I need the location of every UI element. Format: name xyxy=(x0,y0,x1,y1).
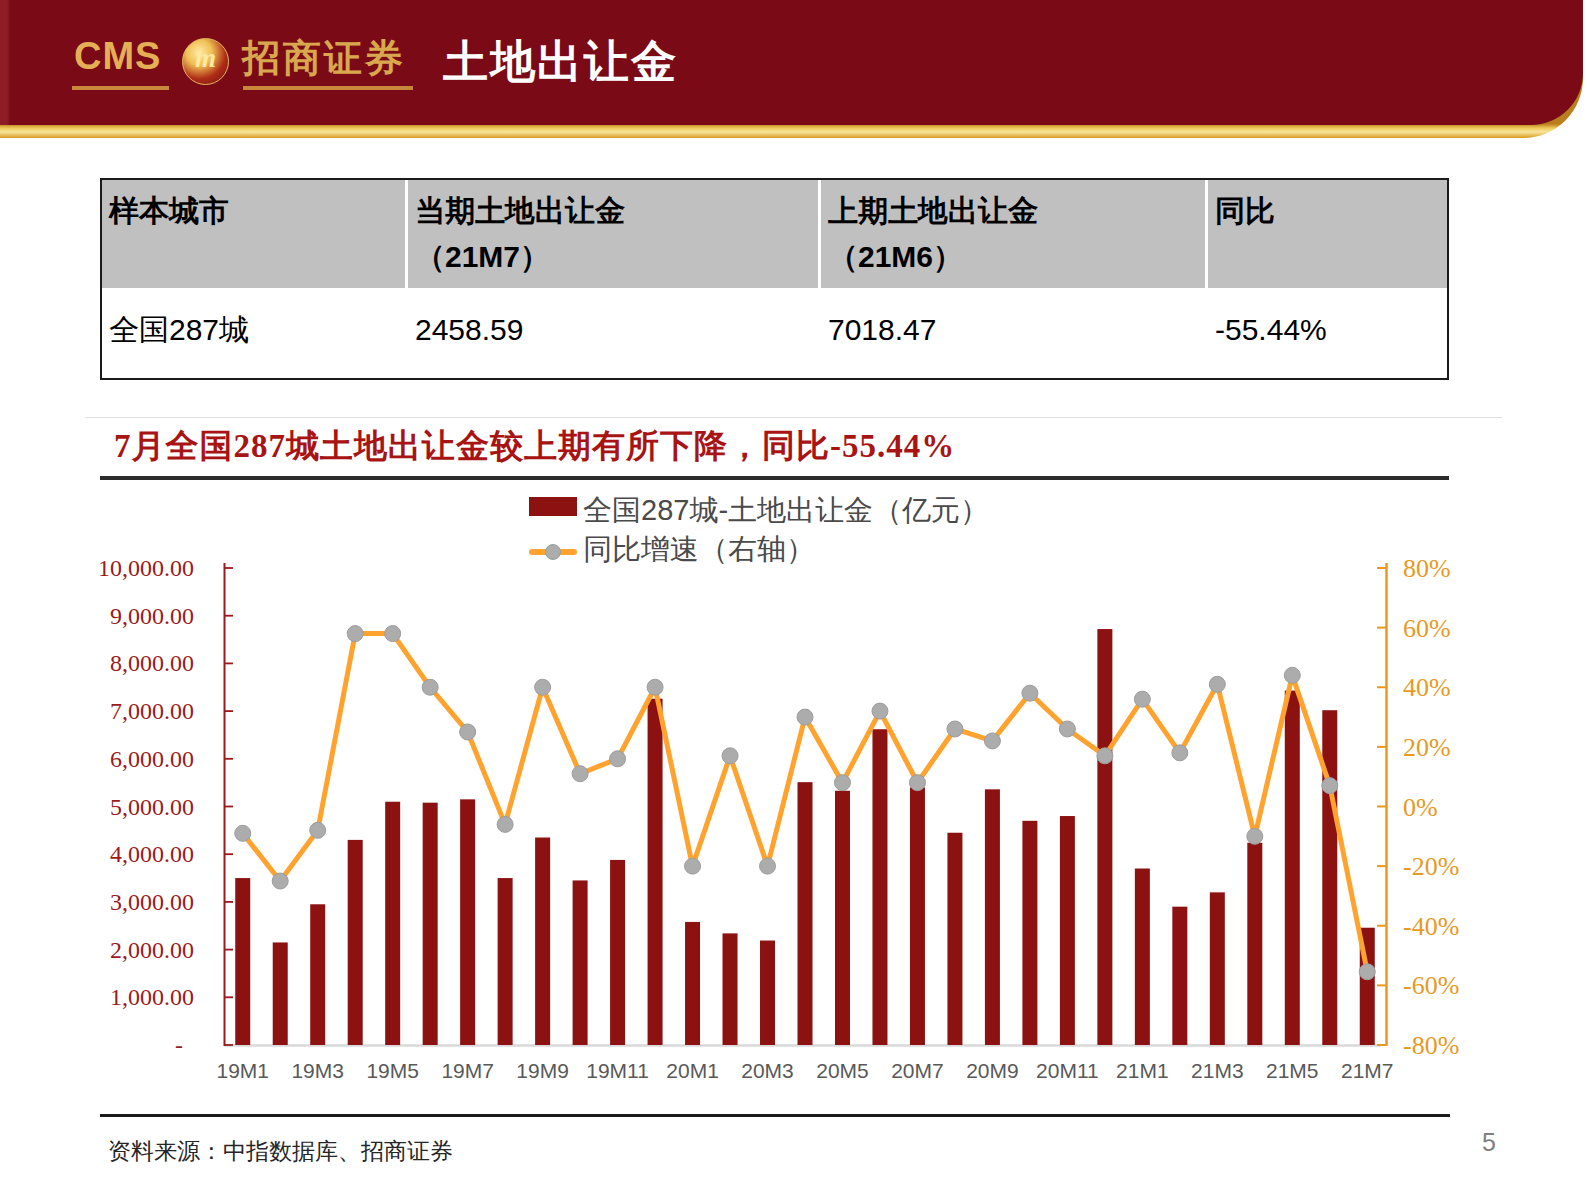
page-number: 5 xyxy=(1482,1128,1496,1157)
svg-text:19M11: 19M11 xyxy=(586,1059,649,1082)
svg-text:1,000.00: 1,000.00 xyxy=(110,984,194,1010)
source-note: 资料来源：中指数据库、招商证券 xyxy=(108,1136,453,1167)
svg-text:10,000.00: 10,000.00 xyxy=(98,555,194,581)
svg-text:7,000.00: 7,000.00 xyxy=(110,698,194,724)
svg-text:19M9: 19M9 xyxy=(516,1059,569,1082)
svg-text:5,000.00: 5,000.00 xyxy=(110,794,194,820)
svg-text:20M9: 20M9 xyxy=(966,1059,1019,1082)
svg-text:6,000.00: 6,000.00 xyxy=(110,746,194,772)
svg-text:9,000.00: 9,000.00 xyxy=(110,603,194,629)
svg-text:19M1: 19M1 xyxy=(216,1059,269,1082)
slide: { "header": { "logo_cms": "CMS", "logo_e… xyxy=(0,0,1587,1190)
svg-text:2,000.00: 2,000.00 xyxy=(110,937,194,963)
svg-text:20M11: 20M11 xyxy=(1036,1059,1099,1082)
svg-text:-80%: -80% xyxy=(1403,1031,1459,1060)
svg-text:20M1: 20M1 xyxy=(666,1059,719,1082)
svg-text:0%: 0% xyxy=(1403,793,1438,822)
svg-text:20%: 20% xyxy=(1403,733,1451,762)
svg-text:80%: 80% xyxy=(1403,554,1451,583)
svg-text:21M1: 21M1 xyxy=(1116,1059,1169,1082)
svg-text:-20%: -20% xyxy=(1403,852,1459,881)
svg-text:19M5: 19M5 xyxy=(366,1059,419,1082)
svg-text:4,000.00: 4,000.00 xyxy=(110,841,194,867)
svg-text:-: - xyxy=(175,1032,183,1058)
svg-text:21M5: 21M5 xyxy=(1266,1059,1319,1082)
combo-chart: 10,000.00 9,000.00 8,000.00 7,000.00 6,000.0… xyxy=(0,0,1587,1190)
svg-text:20M5: 20M5 xyxy=(816,1059,869,1082)
svg-text:-40%: -40% xyxy=(1403,912,1459,941)
footer-divider xyxy=(100,1114,1450,1117)
svg-text:19M7: 19M7 xyxy=(441,1059,494,1082)
svg-text:20M3: 20M3 xyxy=(741,1059,794,1082)
svg-text:21M7: 21M7 xyxy=(1341,1059,1394,1082)
svg-text:40%: 40% xyxy=(1403,673,1451,702)
svg-text:-60%: -60% xyxy=(1403,971,1459,1000)
svg-text:21M3: 21M3 xyxy=(1191,1059,1244,1082)
svg-text:20M7: 20M7 xyxy=(891,1059,944,1082)
svg-text:19M3: 19M3 xyxy=(291,1059,344,1082)
svg-text:8,000.00: 8,000.00 xyxy=(110,650,194,676)
svg-text:3,000.00: 3,000.00 xyxy=(110,889,194,915)
svg-text:60%: 60% xyxy=(1403,614,1451,643)
